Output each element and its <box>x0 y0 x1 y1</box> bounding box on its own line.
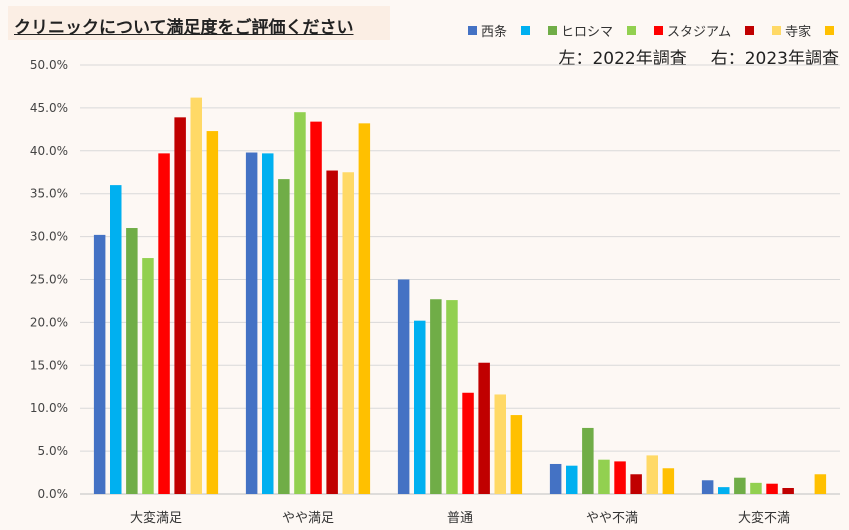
bar <box>766 483 778 494</box>
y-tick-label: 45.0% <box>30 101 68 115</box>
bar <box>158 153 170 494</box>
bar <box>494 394 506 494</box>
legend-swatch <box>521 26 531 35</box>
bar <box>110 185 122 494</box>
y-tick-label: 10.0% <box>30 401 68 415</box>
bar <box>174 117 186 494</box>
bar <box>614 461 626 494</box>
x-category-label: 大変不満 <box>738 510 790 526</box>
bar <box>566 465 578 494</box>
legend-swatch <box>825 26 835 35</box>
chart-title: クリニックについて満足度をご評価ください <box>14 18 354 38</box>
y-tick-label: 40.0% <box>30 144 68 158</box>
bar <box>782 487 794 494</box>
legend-item <box>825 26 838 35</box>
bar <box>278 179 290 494</box>
bar <box>701 480 714 494</box>
legend-item <box>627 26 640 35</box>
legend-swatch <box>745 26 755 35</box>
bar <box>326 170 338 494</box>
bar <box>549 463 562 494</box>
legend-item <box>521 26 534 35</box>
bar <box>446 300 458 494</box>
bar <box>814 474 827 494</box>
bar <box>598 459 610 494</box>
bar <box>510 415 523 494</box>
legend-label: 寺家 <box>785 25 812 40</box>
legend-swatch <box>654 26 664 35</box>
survey-note: 左：2022年調査 右：2023年調査 <box>558 44 839 69</box>
y-tick-label: 20.0% <box>30 315 68 329</box>
y-tick-label: 5.0% <box>38 444 69 458</box>
legend-swatch <box>772 26 782 35</box>
bar <box>478 362 490 494</box>
legend-label: スタジアム <box>667 25 732 40</box>
bar <box>397 279 410 494</box>
legend: 西条 ヒロシマ スタジアム 寺家 <box>468 21 849 40</box>
x-category-label: やや満足 <box>282 511 334 526</box>
note-right: 右：2023年調査 <box>710 49 839 69</box>
y-tick-label: 25.0% <box>30 273 68 287</box>
legend-swatch <box>627 26 637 35</box>
title-box: クリニックについて満足度をご評価ください <box>8 6 390 40</box>
bar <box>750 482 762 494</box>
y-tick-label: 50.0% <box>30 58 68 72</box>
legend-item: 寺家 <box>772 21 811 40</box>
legend-swatch <box>548 26 558 35</box>
note-left: 左：2022年調査 <box>558 49 687 69</box>
bar <box>646 455 658 494</box>
bar <box>358 123 371 495</box>
bar <box>294 112 306 494</box>
y-tick-label: 0.0% <box>38 487 69 501</box>
x-category-label: 普通 <box>447 511 473 526</box>
legend-label: ヒロシマ <box>561 25 614 40</box>
bar <box>734 477 746 494</box>
bar <box>245 152 258 495</box>
bar <box>718 487 730 494</box>
legend-item <box>745 26 758 35</box>
legend-item: 西条 <box>468 21 507 40</box>
y-tick-label: 35.0% <box>30 187 68 201</box>
legend-item: スタジアム <box>654 21 731 40</box>
bar <box>662 468 675 494</box>
bar <box>630 474 642 494</box>
legend-label: 西条 <box>481 25 508 40</box>
bar <box>430 299 442 494</box>
legend-item: ヒロシマ <box>548 21 613 40</box>
x-category-label: やや不満 <box>586 511 638 526</box>
bar <box>190 97 202 494</box>
bar <box>310 121 322 495</box>
bar <box>414 320 426 494</box>
y-tick-label: 30.0% <box>30 230 68 244</box>
bar <box>342 172 354 494</box>
x-category-label: 大変満足 <box>130 510 182 526</box>
bar <box>206 131 219 495</box>
bar <box>93 234 106 494</box>
bar <box>126 228 138 494</box>
bar <box>462 392 474 494</box>
legend-swatch <box>468 26 477 35</box>
bar <box>142 258 154 494</box>
y-tick-label: 15.0% <box>30 358 68 372</box>
bar <box>582 427 594 494</box>
bar <box>262 153 274 494</box>
